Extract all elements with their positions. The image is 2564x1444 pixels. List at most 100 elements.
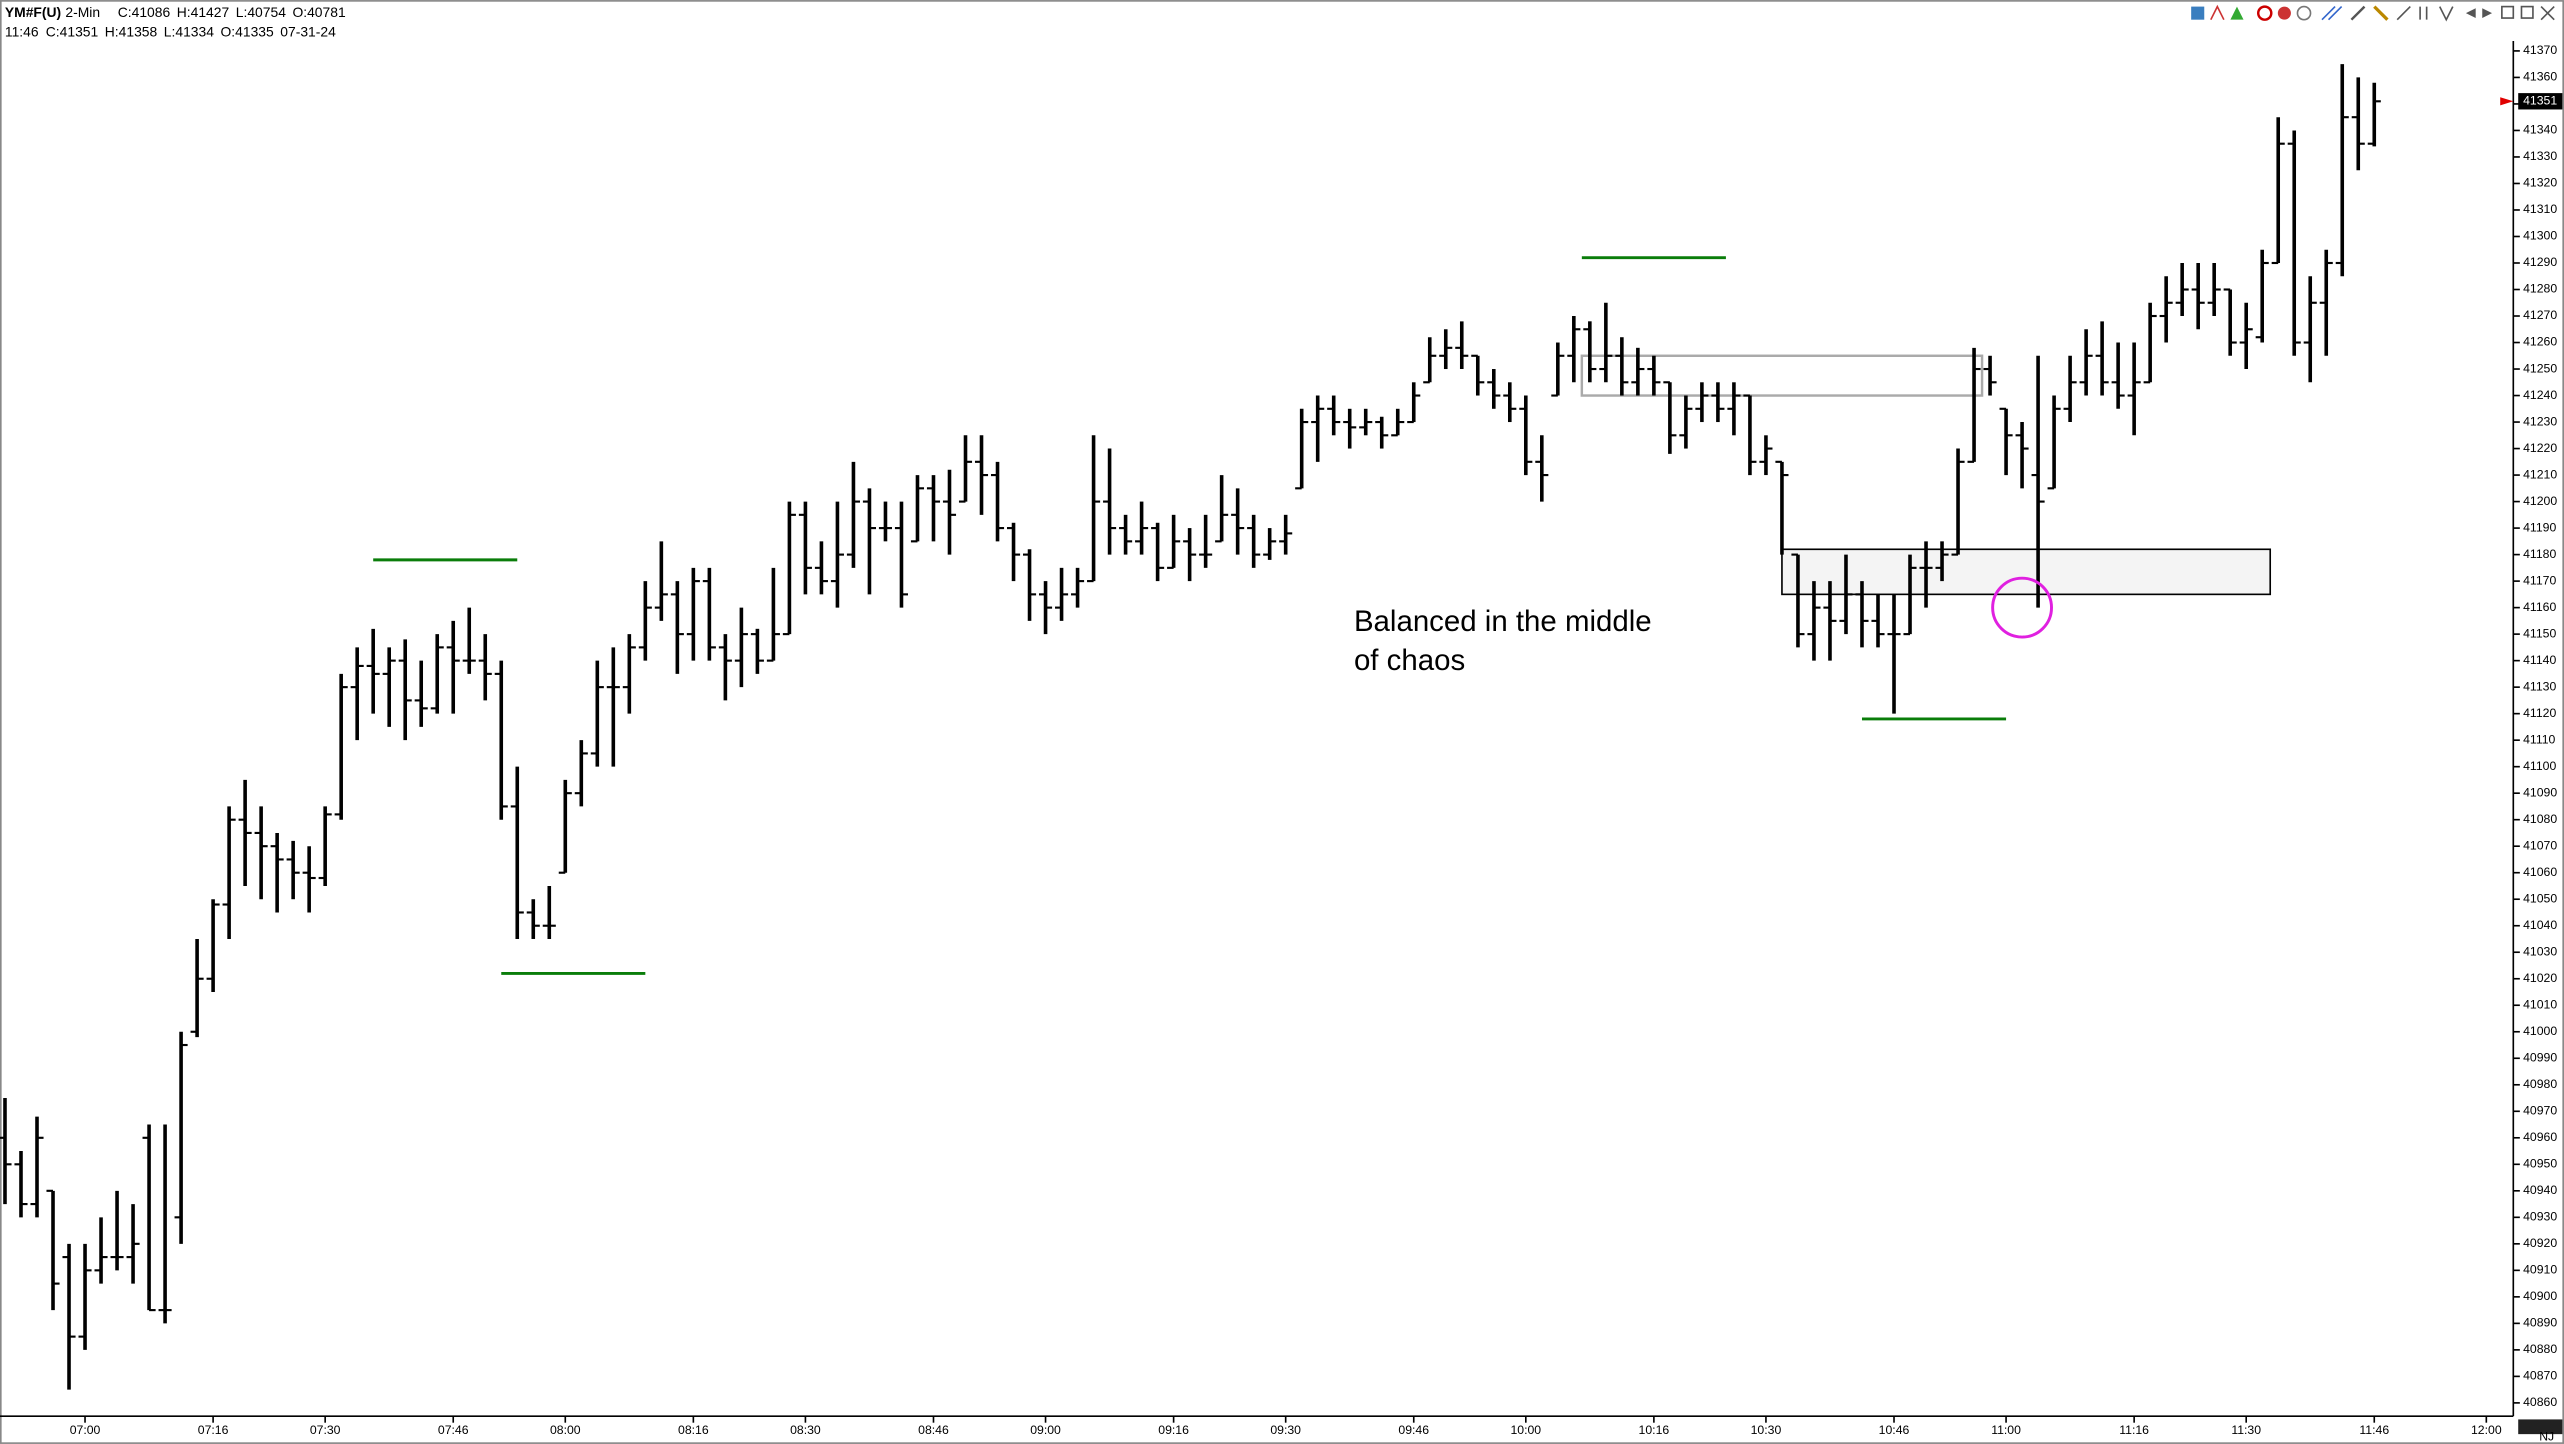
ohlc-bar [2111, 342, 2125, 409]
ohlc-bar [238, 779, 252, 886]
ohlc-bar [446, 620, 460, 714]
ohlc-bar [1103, 448, 1117, 555]
ohlc-bar [638, 581, 652, 661]
ohlc-bar [2063, 355, 2077, 423]
y-tick-label: 40870 [2523, 1369, 2557, 1383]
tool-icon[interactable] [2520, 5, 2534, 19]
ohlc-bar [654, 541, 668, 621]
x-tick-label: 09:16 [1158, 1423, 1189, 1437]
annotation-text: of chaos [1354, 644, 1465, 677]
ohlc-bar [1551, 342, 1565, 397]
zone-box [1781, 548, 2272, 596]
tool-icon[interactable] [2419, 6, 2428, 20]
ohlc-bar [1231, 488, 1245, 555]
ohlc-bar [30, 1116, 44, 1218]
ohlc-bar [1743, 394, 1757, 476]
tool-icon[interactable] [2501, 5, 2515, 19]
info-item: C:41351 [46, 23, 99, 39]
y-tick-label: 41000 [2523, 1024, 2557, 1038]
y-tick-label: 41140 [2523, 653, 2556, 667]
summary-item: O:40781 [292, 4, 346, 20]
tool-icon[interactable] [2396, 6, 2411, 21]
tool-icon[interactable] [2256, 5, 2273, 21]
ohlc-bar [2239, 302, 2253, 370]
ohlc-bar [2095, 321, 2109, 396]
ohlc-bar [1039, 581, 1053, 635]
tool-icon[interactable] [2321, 6, 2343, 21]
y-tick-label: 40970 [2523, 1104, 2557, 1118]
ohlc-bar [1023, 549, 1037, 621]
ohlc-bar [670, 581, 684, 674]
y-tick-label: 41300 [2523, 229, 2557, 243]
ohlc-bar [366, 628, 380, 714]
ohlc-bar [734, 607, 748, 688]
y-tick-label: 40860 [2523, 1395, 2557, 1409]
ohlc-bar [94, 1217, 108, 1284]
tool-icon[interactable] [2210, 4, 2225, 21]
tool-icon[interactable] [2350, 5, 2366, 21]
y-tick-label: 41370 [2523, 43, 2557, 57]
x-tick-label: 08:16 [678, 1423, 709, 1437]
ohlc-bar [590, 660, 604, 767]
tool-icon[interactable] [2465, 8, 2476, 19]
ohlc-bar [1791, 553, 1805, 648]
ohlc-bar [430, 634, 444, 714]
tool-icon[interactable] [2482, 8, 2493, 19]
tool-icon[interactable] [2296, 5, 2312, 21]
y-tick-label: 40900 [2523, 1289, 2557, 1303]
ohlc-bar [350, 647, 364, 741]
x-tick-label: 11:46 [2359, 1423, 2389, 1437]
x-tick-label: 12:00 [2471, 1423, 2502, 1437]
ohlc-bar [110, 1190, 124, 1271]
ohlc-bar [2255, 249, 2269, 343]
tool-icon[interactable] [2540, 6, 2555, 21]
y-tick-label: 40980 [2523, 1077, 2557, 1091]
ohlc-bar [14, 1151, 28, 1218]
ohlc-bar [686, 567, 700, 661]
last-price-label: 41351 [2523, 94, 2557, 108]
tool-icon[interactable] [2277, 6, 2291, 20]
ohlc-bar [1407, 382, 1421, 424]
ohlc-bar [286, 840, 300, 900]
ohlc-bar [1775, 460, 1789, 555]
y-tick-label: 41290 [2523, 255, 2557, 269]
ohlc-bar [1695, 382, 1709, 423]
ohlc-bar [1967, 347, 1981, 463]
ohlc-bar [1087, 435, 1101, 583]
x-tick-label: 09:30 [1270, 1423, 1301, 1437]
ohlc-bar [62, 1243, 76, 1390]
tool-icon[interactable] [2191, 6, 2205, 20]
ohlc-bar [494, 660, 508, 820]
highlight-circle [1991, 576, 2053, 639]
ohlc-bar [1999, 407, 2013, 476]
ohlc-bar [1375, 416, 1389, 449]
ohlc-bar [1951, 448, 1965, 556]
tool-icon[interactable] [2438, 6, 2454, 22]
tool-icon[interactable] [2373, 5, 2389, 21]
y-tick-label: 40950 [2523, 1157, 2557, 1171]
ohlc-bar [478, 634, 492, 701]
y-tick-label: 41150 [2523, 626, 2556, 640]
ohlc-bar [2127, 342, 2141, 436]
ohlc-bar [1215, 475, 1229, 543]
ohlc-bar [270, 832, 284, 913]
y-tick-label: 41360 [2523, 70, 2557, 84]
ohlc-bar [2335, 64, 2349, 277]
x-tick-label: 10:00 [1510, 1423, 1541, 1437]
x-tick-label: 07:00 [70, 1423, 101, 1437]
y-tick-label: 41180 [2523, 547, 2556, 561]
ohlc-bar [974, 435, 989, 515]
ohlc-bar [1263, 528, 1277, 560]
ohlc-bar [1711, 382, 1725, 423]
ohlc-bar [1535, 435, 1549, 502]
tool-icon[interactable] [2230, 6, 2244, 20]
ohlc-bar [1167, 514, 1181, 569]
ohlc-bar [862, 488, 876, 595]
interval: 2-Min [65, 4, 100, 20]
ohlc-bar [1935, 541, 1949, 582]
y-tick-label: 41310 [2523, 202, 2557, 216]
ohlc-bar [1759, 435, 1773, 476]
ohlc-bar [78, 1243, 92, 1350]
